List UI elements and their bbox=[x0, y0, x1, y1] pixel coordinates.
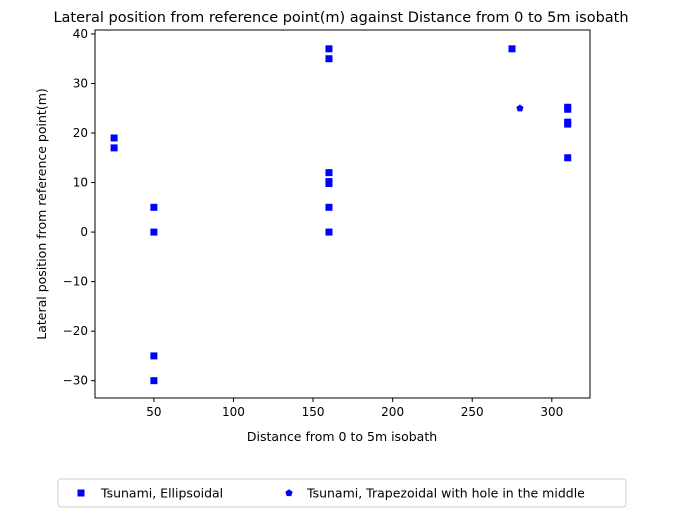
x-tick-label: 250 bbox=[461, 405, 484, 419]
legend-marker-0 bbox=[77, 489, 85, 497]
data-point-square bbox=[150, 352, 158, 360]
y-axis-label: Lateral position from reference point(m) bbox=[34, 88, 49, 339]
data-point-pentagon bbox=[516, 104, 524, 112]
y-tick-label: −30 bbox=[63, 374, 88, 388]
x-tick-label: 100 bbox=[222, 405, 245, 419]
legend-marker-1 bbox=[285, 489, 293, 497]
legend: Tsunami, Ellipsoidal Tsunami, Trapezoidal… bbox=[57, 478, 627, 508]
data-point-square bbox=[325, 228, 333, 236]
data-point-square bbox=[150, 228, 158, 236]
series-0 bbox=[110, 45, 572, 385]
y-axis-ticks: −30 −20 −10 0 10 20 30 40 bbox=[63, 27, 95, 388]
data-point-square bbox=[150, 377, 158, 385]
data-point-square bbox=[325, 180, 333, 188]
x-tick-label: 200 bbox=[381, 405, 404, 419]
data-point-square bbox=[564, 120, 572, 128]
y-tick-label: 20 bbox=[73, 126, 88, 140]
data-marks bbox=[110, 45, 572, 385]
plot-frame bbox=[94, 29, 591, 399]
x-axis-label: Distance from 0 to 5m isobath bbox=[247, 429, 437, 444]
legend-frame bbox=[57, 478, 627, 508]
x-tick-label: 150 bbox=[302, 405, 325, 419]
legend-label-1: Tsunami, Trapezoidal with hole in the mi… bbox=[306, 486, 585, 501]
data-point-square bbox=[564, 105, 572, 113]
data-point-square bbox=[110, 134, 118, 142]
data-point-square bbox=[325, 169, 333, 177]
y-tick-label: −10 bbox=[63, 275, 88, 289]
data-point-square bbox=[508, 45, 516, 53]
x-tick-label: 50 bbox=[146, 405, 161, 419]
data-point-square bbox=[564, 154, 572, 162]
y-tick-label: 30 bbox=[73, 76, 88, 90]
plot-area: 50 100 150 200 250 300 −30 −20 −10 0 10 20 30 40 bbox=[63, 27, 591, 419]
data-point-square bbox=[325, 203, 333, 211]
y-tick-label: 10 bbox=[73, 176, 88, 190]
data-point-square bbox=[325, 45, 333, 53]
x-tick-label: 300 bbox=[540, 405, 563, 419]
chart-title: Lateral position from reference point(m)… bbox=[53, 10, 628, 26]
y-tick-label: 0 bbox=[80, 225, 88, 239]
data-point-square bbox=[150, 203, 158, 211]
data-point-square bbox=[325, 55, 333, 63]
y-tick-label: 40 bbox=[73, 27, 88, 41]
series-1 bbox=[516, 104, 524, 112]
data-point-square bbox=[110, 144, 118, 152]
y-tick-label: −20 bbox=[63, 324, 88, 338]
legend-label-0: Tsunami, Ellipsoidal bbox=[100, 486, 223, 501]
x-axis-ticks: 50 100 150 200 250 300 bbox=[146, 398, 563, 419]
